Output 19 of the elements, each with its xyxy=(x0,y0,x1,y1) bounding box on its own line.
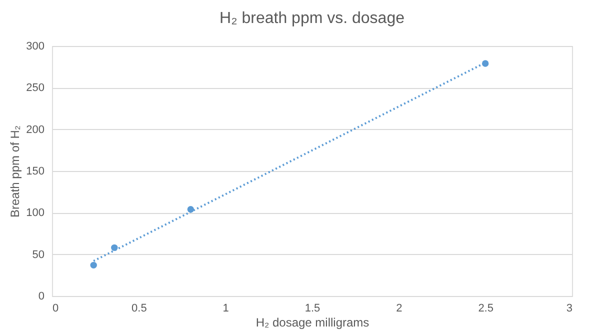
chart-title: H₂ breath ppm vs. dosage xyxy=(220,10,405,27)
y-axis-title: Breath ppm of H₂ xyxy=(8,125,22,218)
y-tick-label: 100 xyxy=(26,207,44,220)
y-tick-label: 50 xyxy=(32,248,44,261)
x-tick-label: 2 xyxy=(396,302,402,314)
x-tick-label: 1 xyxy=(222,302,229,314)
y-tick-label: 200 xyxy=(26,124,44,136)
point xyxy=(111,244,118,252)
y-tick-label: 250 xyxy=(26,82,44,94)
x-tick-label: 0 xyxy=(52,302,59,314)
point xyxy=(90,262,97,269)
x-tick-label: 2.5 xyxy=(478,302,494,314)
x-tick-label: 3 xyxy=(566,302,572,314)
x-axis-title: H₂ dosage milligrams xyxy=(256,316,370,330)
y-tick-label: 300 xyxy=(26,40,44,52)
y-tick-label: 0 xyxy=(38,290,44,302)
y-tick-label: 150 xyxy=(26,166,44,178)
x-tick-label: 0.5 xyxy=(132,302,147,314)
x-tick-label: 1.5 xyxy=(304,302,320,314)
